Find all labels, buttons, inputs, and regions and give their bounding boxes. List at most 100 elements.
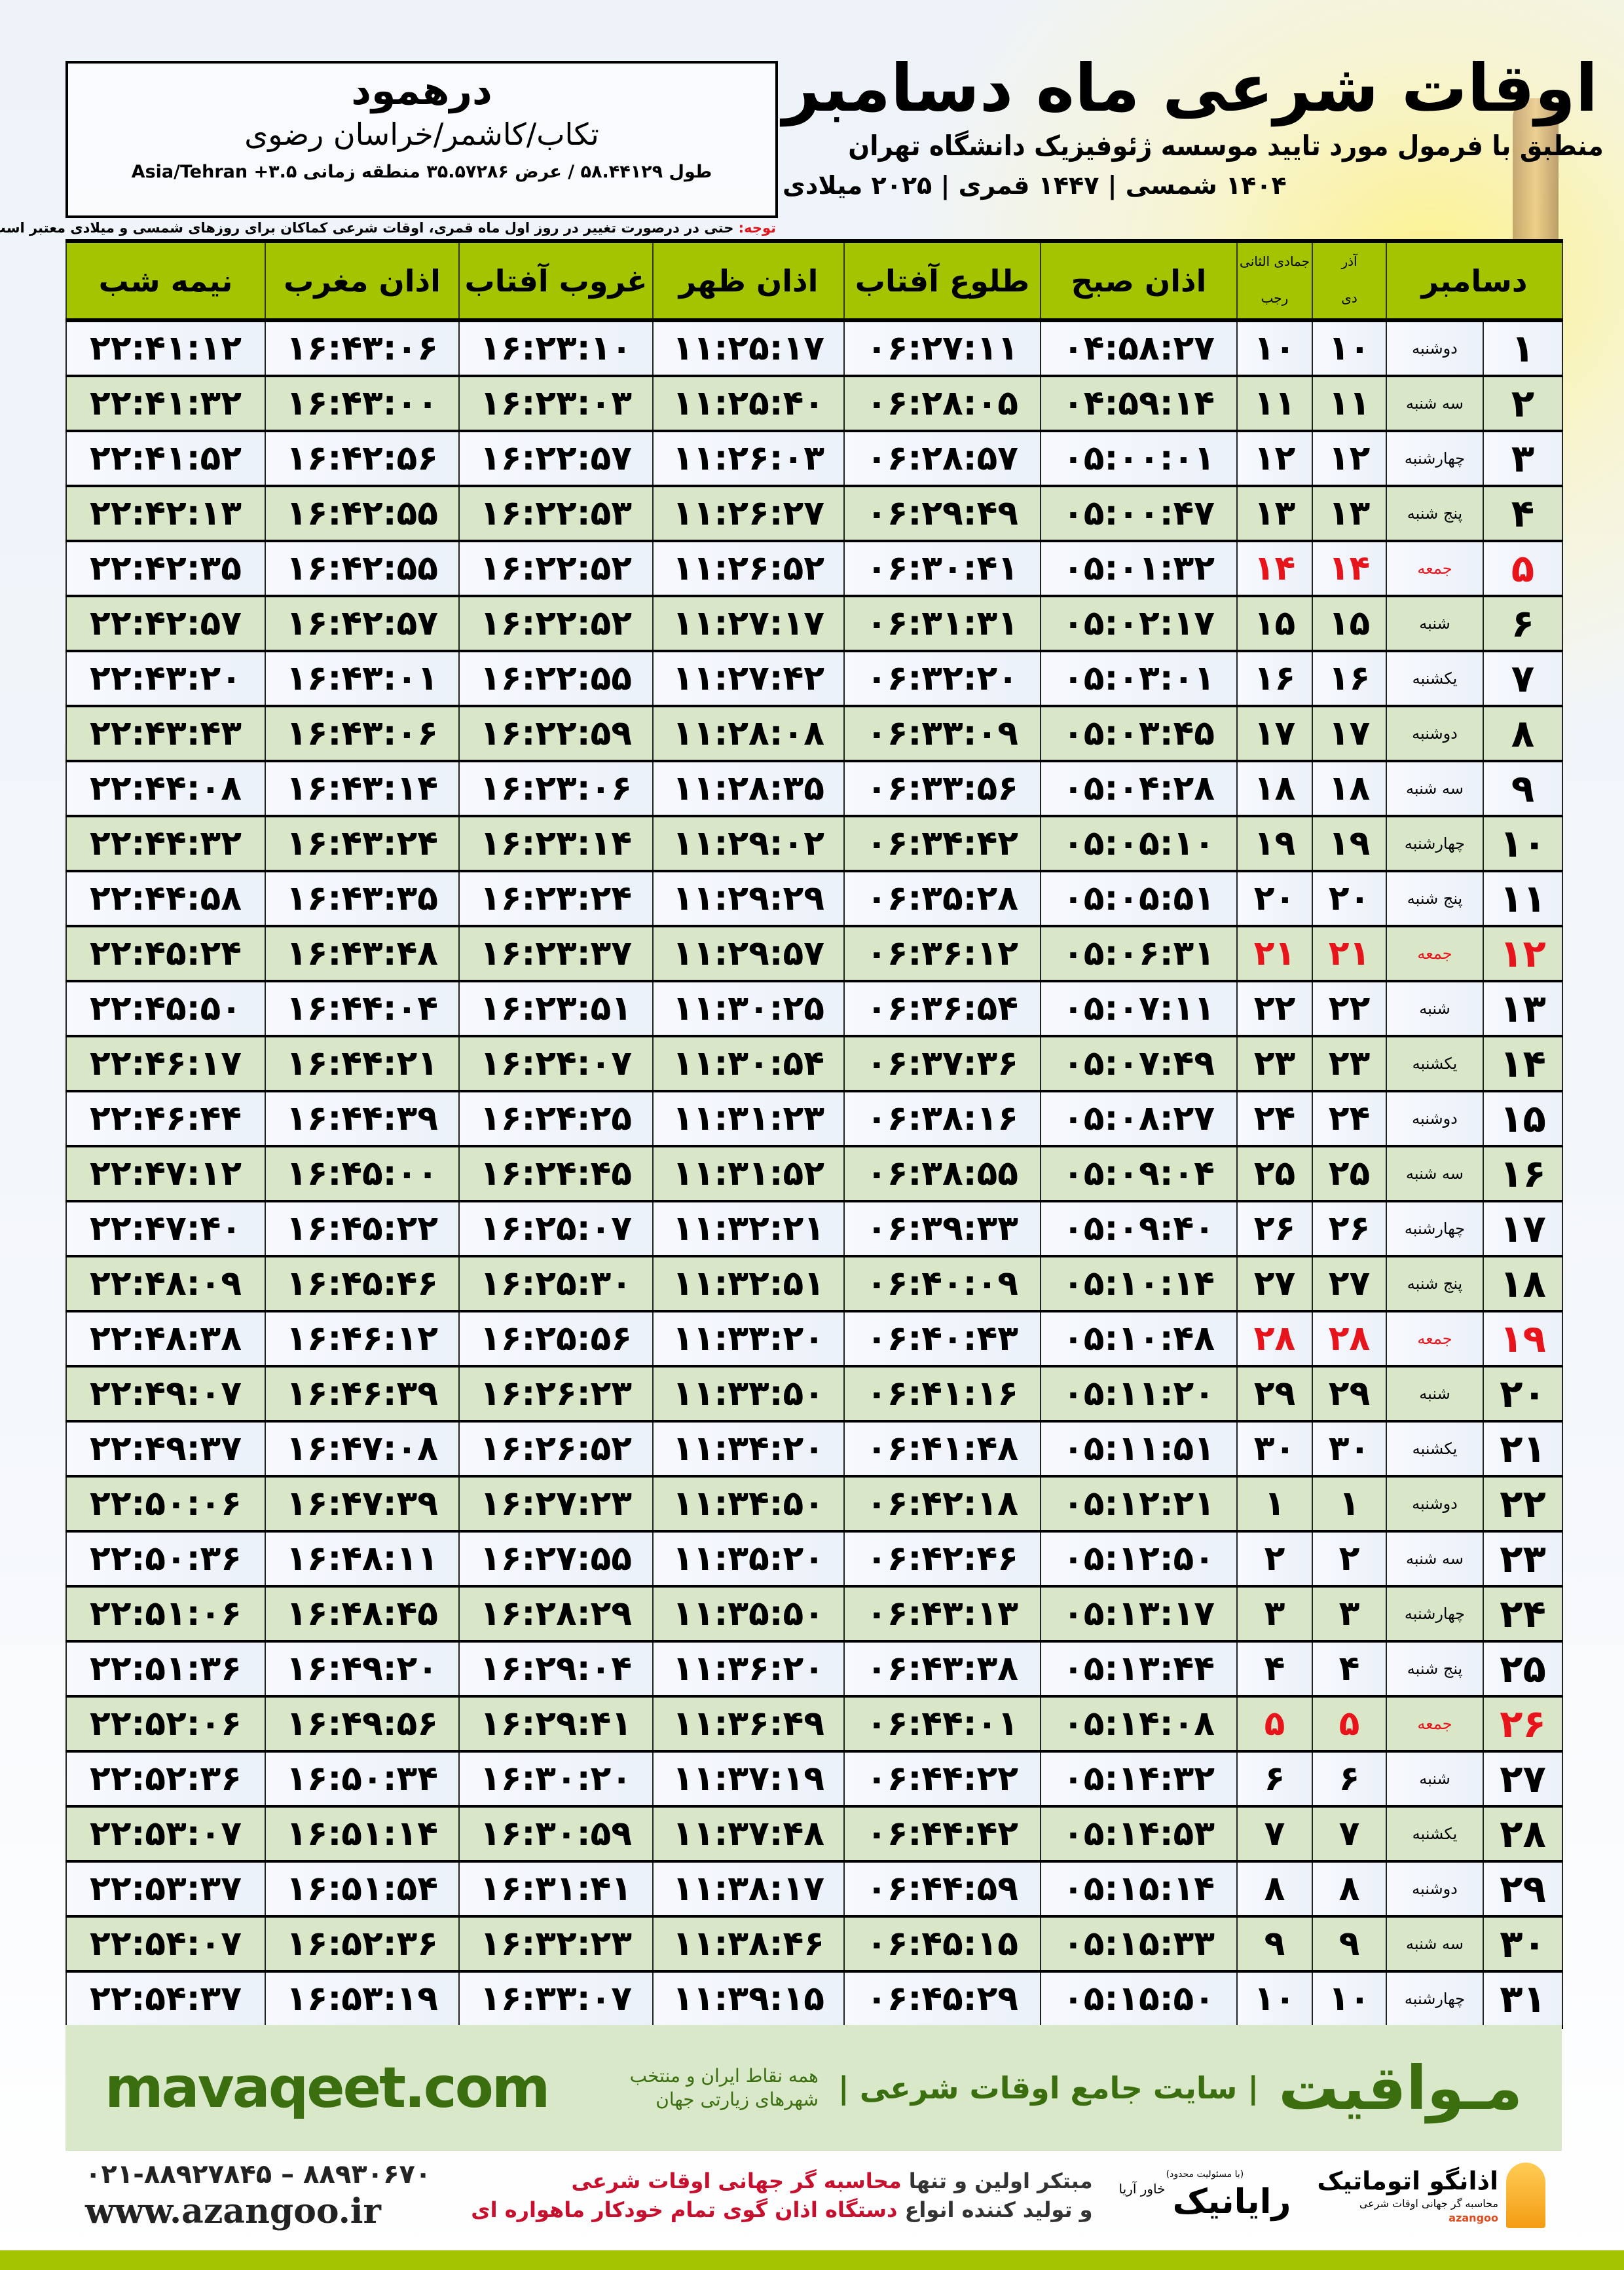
sunrise-time: ۰۶:۴۲:۱۸ [843, 1475, 1041, 1531]
table-row: ۲۷ شنبه ۶ ۶ ۰۵:۱۴:۳۲ ۰۶:۴۴:۲۲ ۱۱:۳۷:۱۹ ۱۶:۳۰:۲۰… [65, 1750, 1563, 1806]
day-number: ۱۱ [1483, 870, 1563, 926]
table-row: ۳ چهارشنبه ۱۲ ۱۲ ۰۵:۰۰:۰۱ ۰۶:۲۸:۵۷ ۱۱:۲۶:۰۳ ۱۶:… [65, 430, 1563, 486]
weekday: یکشنبه [1386, 1805, 1484, 1861]
fajr-time: ۰۵:۱۴:۳۲ [1040, 1750, 1238, 1806]
fajr-time: ۰۴:۵۸:۲۷ [1040, 319, 1238, 376]
dhuhr-time: ۱۱:۳۱:۲۳ [652, 1090, 845, 1146]
day-number: ۵ [1483, 540, 1563, 596]
table-row: ۱۳ شنبه ۲۲ ۲۲ ۰۵:۰۷:۱۱ ۰۶:۳۶:۵۴ ۱۱:۳۰:۲۵ ۱۶:۲۳:… [65, 980, 1563, 1036]
midnight-time: ۲۲:۴۷:۴۰ [65, 1200, 266, 1256]
weekday: یکشنبه [1386, 1035, 1484, 1091]
maghrib-time: ۱۶:۴۶:۳۹ [265, 1365, 460, 1421]
fajr-time: ۰۵:۱۲:۵۰ [1040, 1530, 1238, 1586]
sunrise-time: ۰۶:۴۲:۴۶ [843, 1530, 1041, 1586]
weekday: پنج شنبه [1386, 1255, 1484, 1311]
maghrib-time: ۱۶:۴۳:۳۵ [265, 870, 460, 926]
midnight-time: ۲۲:۵۱:۳۶ [65, 1640, 266, 1696]
day-number: ۲۷ [1483, 1750, 1563, 1806]
shamsi-day: ۲۹ [1312, 1365, 1387, 1421]
midnight-time: ۲۲:۴۱:۳۲ [65, 375, 266, 431]
footer: ۰۲۱-۸۸۹۲۷۸۴۵ – ۸۸۹۳۰۶۷۰ www.azangoo.ir م… [85, 2158, 1545, 2233]
weekday: جمعه [1386, 1310, 1484, 1366]
dhuhr-time: ۱۱:۲۸:۰۸ [652, 705, 845, 761]
dhuhr-time: ۱۱:۲۹:۵۷ [652, 925, 845, 981]
sunrise-time: ۰۶:۲۹:۴۹ [843, 485, 1041, 541]
sunset-time: ۱۶:۲۹:۰۴ [458, 1640, 654, 1696]
midnight-time: ۲۲:۵۳:۳۷ [65, 1860, 266, 1916]
midnight-time: ۲۲:۴۱:۱۲ [65, 319, 266, 376]
midnight-time: ۲۲:۴۱:۵۲ [65, 430, 266, 486]
dhuhr-time: ۱۱:۳۱:۵۲ [652, 1145, 845, 1201]
azangoo-website-link[interactable]: www.azangoo.ir [85, 2191, 381, 2231]
sunrise-time: ۰۶:۴۱:۴۸ [843, 1420, 1041, 1476]
sunset-time: ۱۶:۲۳:۳۷ [458, 925, 654, 981]
fajr-time: ۰۵:۱۵:۱۴ [1040, 1860, 1238, 1916]
header-shamsi-top: آذر [1341, 253, 1357, 269]
promo-banner: مـواقیت | سایت جامع اوقات شرعی | همه نقا… [65, 2025, 1562, 2151]
day-number: ۱۳ [1483, 980, 1563, 1036]
sunset-time: ۱۶:۲۷:۵۵ [458, 1530, 654, 1586]
day-number: ۲۶ [1483, 1695, 1563, 1751]
table-row: ۵ جمعه ۱۴ ۱۴ ۰۵:۰۱:۳۲ ۰۶:۳۰:۴۱ ۱۱:۲۶:۵۲ ۱۶:۲۲:۵… [65, 540, 1563, 596]
note-label: توجه: [738, 220, 776, 236]
header-day: دسامبر [1386, 239, 1563, 322]
shamsi-day: ۳۰ [1312, 1420, 1387, 1476]
day-number: ۸ [1483, 705, 1563, 761]
table-row: ۱۰ چهارشنبه ۱۹ ۱۹ ۰۵:۰۵:۱۰ ۰۶:۳۴:۴۲ ۱۱:۲۹:۰۲ ۱۶… [65, 815, 1563, 871]
fajr-time: ۰۵:۱۱:۵۱ [1040, 1420, 1238, 1476]
weekday: جمعه [1386, 540, 1484, 596]
shamsi-day: ۱ [1312, 1475, 1387, 1531]
maghrib-time: ۱۶:۴۳:۰۶ [265, 705, 460, 761]
header-shamsi: آذر دی [1312, 239, 1387, 322]
shamsi-day: ۲۷ [1312, 1255, 1387, 1311]
weekday: پنج شنبه [1386, 1640, 1484, 1696]
weekday: شنبه [1386, 980, 1484, 1036]
sunrise-time: ۰۶:۳۶:۱۲ [843, 925, 1041, 981]
weekday: سه شنبه [1386, 1915, 1484, 1971]
sunrise-time: ۰۶:۳۳:۰۹ [843, 705, 1041, 761]
day-number: ۱۴ [1483, 1035, 1563, 1091]
azangoo-name: اذانگو اتوماتیک [1317, 2167, 1498, 2195]
fajr-time: ۰۵:۰۳:۴۵ [1040, 705, 1238, 761]
hijri-day: ۱۰ [1236, 319, 1313, 376]
dhuhr-time: ۱۱:۲۷:۱۷ [652, 595, 845, 651]
sunset-time: ۱۶:۲۳:۵۱ [458, 980, 654, 1036]
fajr-time: ۰۵:۰۸:۲۷ [1040, 1090, 1238, 1146]
page-subtitle: منطبق با فرمول مورد تایید موسسه ژئوفیزیک… [848, 130, 1604, 162]
fajr-time: ۰۴:۵۹:۱۴ [1040, 375, 1238, 431]
fajr-time: ۰۵:۰۳:۰۱ [1040, 650, 1238, 706]
sunrise-time: ۰۶:۴۱:۱۶ [843, 1365, 1041, 1421]
hijri-day: ۱۲ [1236, 430, 1313, 486]
shamsi-day: ۹ [1312, 1915, 1387, 1971]
maghrib-time: ۱۶:۴۳:۱۴ [265, 760, 460, 816]
hijri-day: ۱۸ [1236, 760, 1313, 816]
midnight-time: ۲۲:۴۶:۴۴ [65, 1090, 266, 1146]
hijri-day: ۲۸ [1236, 1310, 1313, 1366]
midnight-time: ۲۲:۵۲:۳۶ [65, 1750, 266, 1806]
header-shamsi-bottom: دی [1341, 290, 1357, 306]
sunset-time: ۱۶:۲۲:۵۳ [458, 485, 654, 541]
day-number: ۲۹ [1483, 1860, 1563, 1916]
day-number: ۱۰ [1483, 815, 1563, 871]
dhuhr-time: ۱۱:۲۶:۵۲ [652, 540, 845, 596]
weekday: چهارشنبه [1386, 1970, 1484, 2029]
maghrib-time: ۱۶:۴۳:۰۰ [265, 375, 460, 431]
midnight-time: ۲۲:۵۴:۳۷ [65, 1970, 266, 2029]
sunrise-time: ۰۶:۳۳:۵۶ [843, 760, 1041, 816]
sunset-time: ۱۶:۲۲:۵۲ [458, 595, 654, 651]
hijri-day: ۲۵ [1236, 1145, 1313, 1201]
shamsi-day: ۱۴ [1312, 540, 1387, 596]
dhuhr-time: ۱۱:۳۹:۱۵ [652, 1970, 845, 2029]
weekday: جمعه [1386, 1695, 1484, 1751]
sunrise-time: ۰۶:۴۴:۵۹ [843, 1860, 1041, 1916]
table-row: ۲۰ شنبه ۲۹ ۲۹ ۰۵:۱۱:۲۰ ۰۶:۴۱:۱۶ ۱۱:۳۳:۵۰ ۱۶:۲۶:… [65, 1365, 1563, 1421]
maghrib-time: ۱۶:۴۹:۵۶ [265, 1695, 460, 1751]
fajr-time: ۰۵:۰۹:۴۰ [1040, 1200, 1238, 1256]
table-row: ۲۴ چهارشنبه ۳ ۳ ۰۵:۱۳:۱۷ ۰۶:۴۳:۱۳ ۱۱:۳۵:۵۰ ۱۶:۲… [65, 1585, 1563, 1641]
maghrib-time: ۱۶:۵۲:۳۶ [265, 1915, 460, 1971]
sunrise-time: ۰۶:۳۰:۴۱ [843, 540, 1041, 596]
year-line: ۱۴۰۴ شمسی | ۱۴۴۷ قمری | ۲۰۲۵ میلادی [783, 171, 1287, 200]
dhuhr-time: ۱۱:۲۷:۴۲ [652, 650, 845, 706]
weekday: شنبه [1386, 1750, 1484, 1806]
promo-website-link[interactable]: mavaqeet.com [105, 2055, 550, 2121]
